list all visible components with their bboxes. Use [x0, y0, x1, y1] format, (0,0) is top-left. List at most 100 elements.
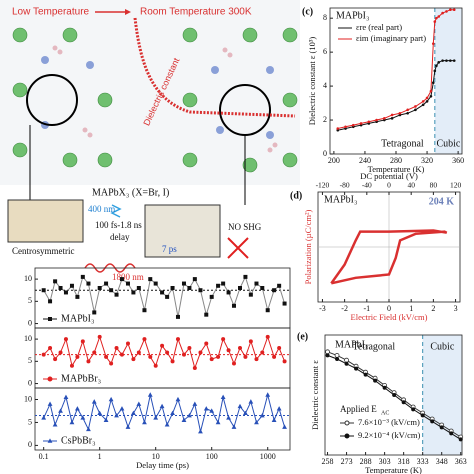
- marker: [441, 11, 444, 15]
- x-tick-label: 320: [421, 156, 433, 165]
- marker: [390, 113, 394, 117]
- marker: [209, 294, 214, 299]
- marker: [58, 286, 63, 290]
- legend-label: MAPbBr₃: [61, 373, 101, 384]
- marker: [187, 412, 192, 418]
- x-tick-label: 280: [390, 156, 402, 165]
- marker: [86, 359, 91, 364]
- marker: [237, 286, 242, 290]
- marker: [272, 288, 277, 293]
- x-tick-label: 348: [436, 457, 448, 466]
- y-tick-label: 4: [323, 81, 327, 90]
- marker: [248, 292, 253, 297]
- marker: [335, 357, 340, 361]
- marker: [414, 105, 417, 108]
- marker: [433, 69, 437, 73]
- marker: [114, 412, 119, 418]
- x2-tick-label: 40: [407, 181, 415, 190]
- marker: [125, 281, 130, 286]
- marker: [254, 419, 259, 425]
- marker: [439, 425, 444, 430]
- marker: [209, 408, 215, 413]
- panel-label: (d): [290, 190, 302, 201]
- marker: [282, 301, 287, 306]
- marker: [414, 108, 417, 112]
- marker: [48, 346, 53, 350]
- marker: [265, 392, 271, 397]
- marker: [373, 378, 378, 383]
- x-axis-label: Temperature (K): [368, 164, 425, 174]
- series-line: [330, 229, 448, 285]
- panel-title: MAPbI₃: [335, 339, 369, 350]
- y-tick-label: 2: [323, 115, 327, 124]
- marker: [198, 429, 203, 434]
- marker: [131, 357, 136, 362]
- legend-marker: [47, 438, 53, 443]
- marker: [198, 350, 203, 355]
- marker: [243, 354, 248, 359]
- marker: [164, 422, 170, 427]
- marker: [334, 352, 340, 358]
- marker: [80, 274, 85, 279]
- marker: [243, 410, 248, 416]
- marker: [47, 401, 53, 406]
- marker: [69, 419, 75, 425]
- marker: [221, 337, 226, 342]
- frame: [34, 387, 291, 451]
- marker: [148, 354, 153, 359]
- y-tick-label: 0: [28, 440, 32, 449]
- marker: [401, 400, 406, 405]
- marker: [344, 357, 349, 363]
- label: Room Temperature 300K: [140, 7, 252, 18]
- marker: [248, 339, 253, 344]
- marker: [390, 117, 394, 120]
- marker: [221, 281, 226, 286]
- marker: [449, 8, 452, 11]
- lattice-small-atoms: [41, 56, 274, 139]
- marker: [276, 406, 282, 411]
- marker: [136, 401, 142, 406]
- marker: [392, 393, 397, 397]
- legend-label: CsPbBr₃: [61, 435, 96, 446]
- marker: [254, 281, 259, 286]
- marker: [159, 403, 165, 409]
- marker: [125, 341, 130, 346]
- marker: [165, 350, 170, 355]
- marker: [435, 64, 438, 68]
- panel: Tetragonal Cubic 200 240 280 320 360 0 2 4 6 8 εre (…: [302, 6, 464, 174]
- marker: [53, 357, 58, 362]
- marker: [363, 372, 368, 377]
- marker: [198, 288, 203, 293]
- marker: [411, 407, 416, 412]
- x-tick-label: -1: [363, 304, 370, 313]
- marker: [425, 100, 429, 103]
- label: 100 fs-1.8 ns: [95, 220, 142, 230]
- x2-tick-label: 120: [450, 181, 462, 190]
- marker: [445, 59, 448, 62]
- marker: [97, 410, 103, 416]
- x-axis-label: Temperature (K): [365, 465, 422, 474]
- marker: [248, 399, 254, 404]
- marker: [437, 61, 441, 64]
- marker: [142, 419, 147, 425]
- y-tick-label: 8: [323, 13, 327, 22]
- region-label: Cubic: [436, 138, 460, 149]
- marker: [153, 363, 158, 368]
- marker: [254, 357, 259, 362]
- marker: [383, 117, 386, 120]
- marker: [282, 359, 287, 364]
- series-line: [43, 335, 286, 370]
- x-tick-label: 200: [328, 156, 340, 165]
- marker: [131, 410, 136, 416]
- marker: [153, 415, 159, 420]
- x-tick-label: 360: [452, 156, 464, 165]
- marker: [109, 361, 114, 366]
- marker: [192, 366, 197, 370]
- marker: [170, 410, 175, 416]
- marker: [170, 286, 175, 290]
- cross: [227, 237, 249, 259]
- x-tick-label: -3: [319, 304, 326, 313]
- molecule-box: [7, 199, 84, 243]
- marker: [153, 281, 158, 286]
- marker: [237, 403, 243, 409]
